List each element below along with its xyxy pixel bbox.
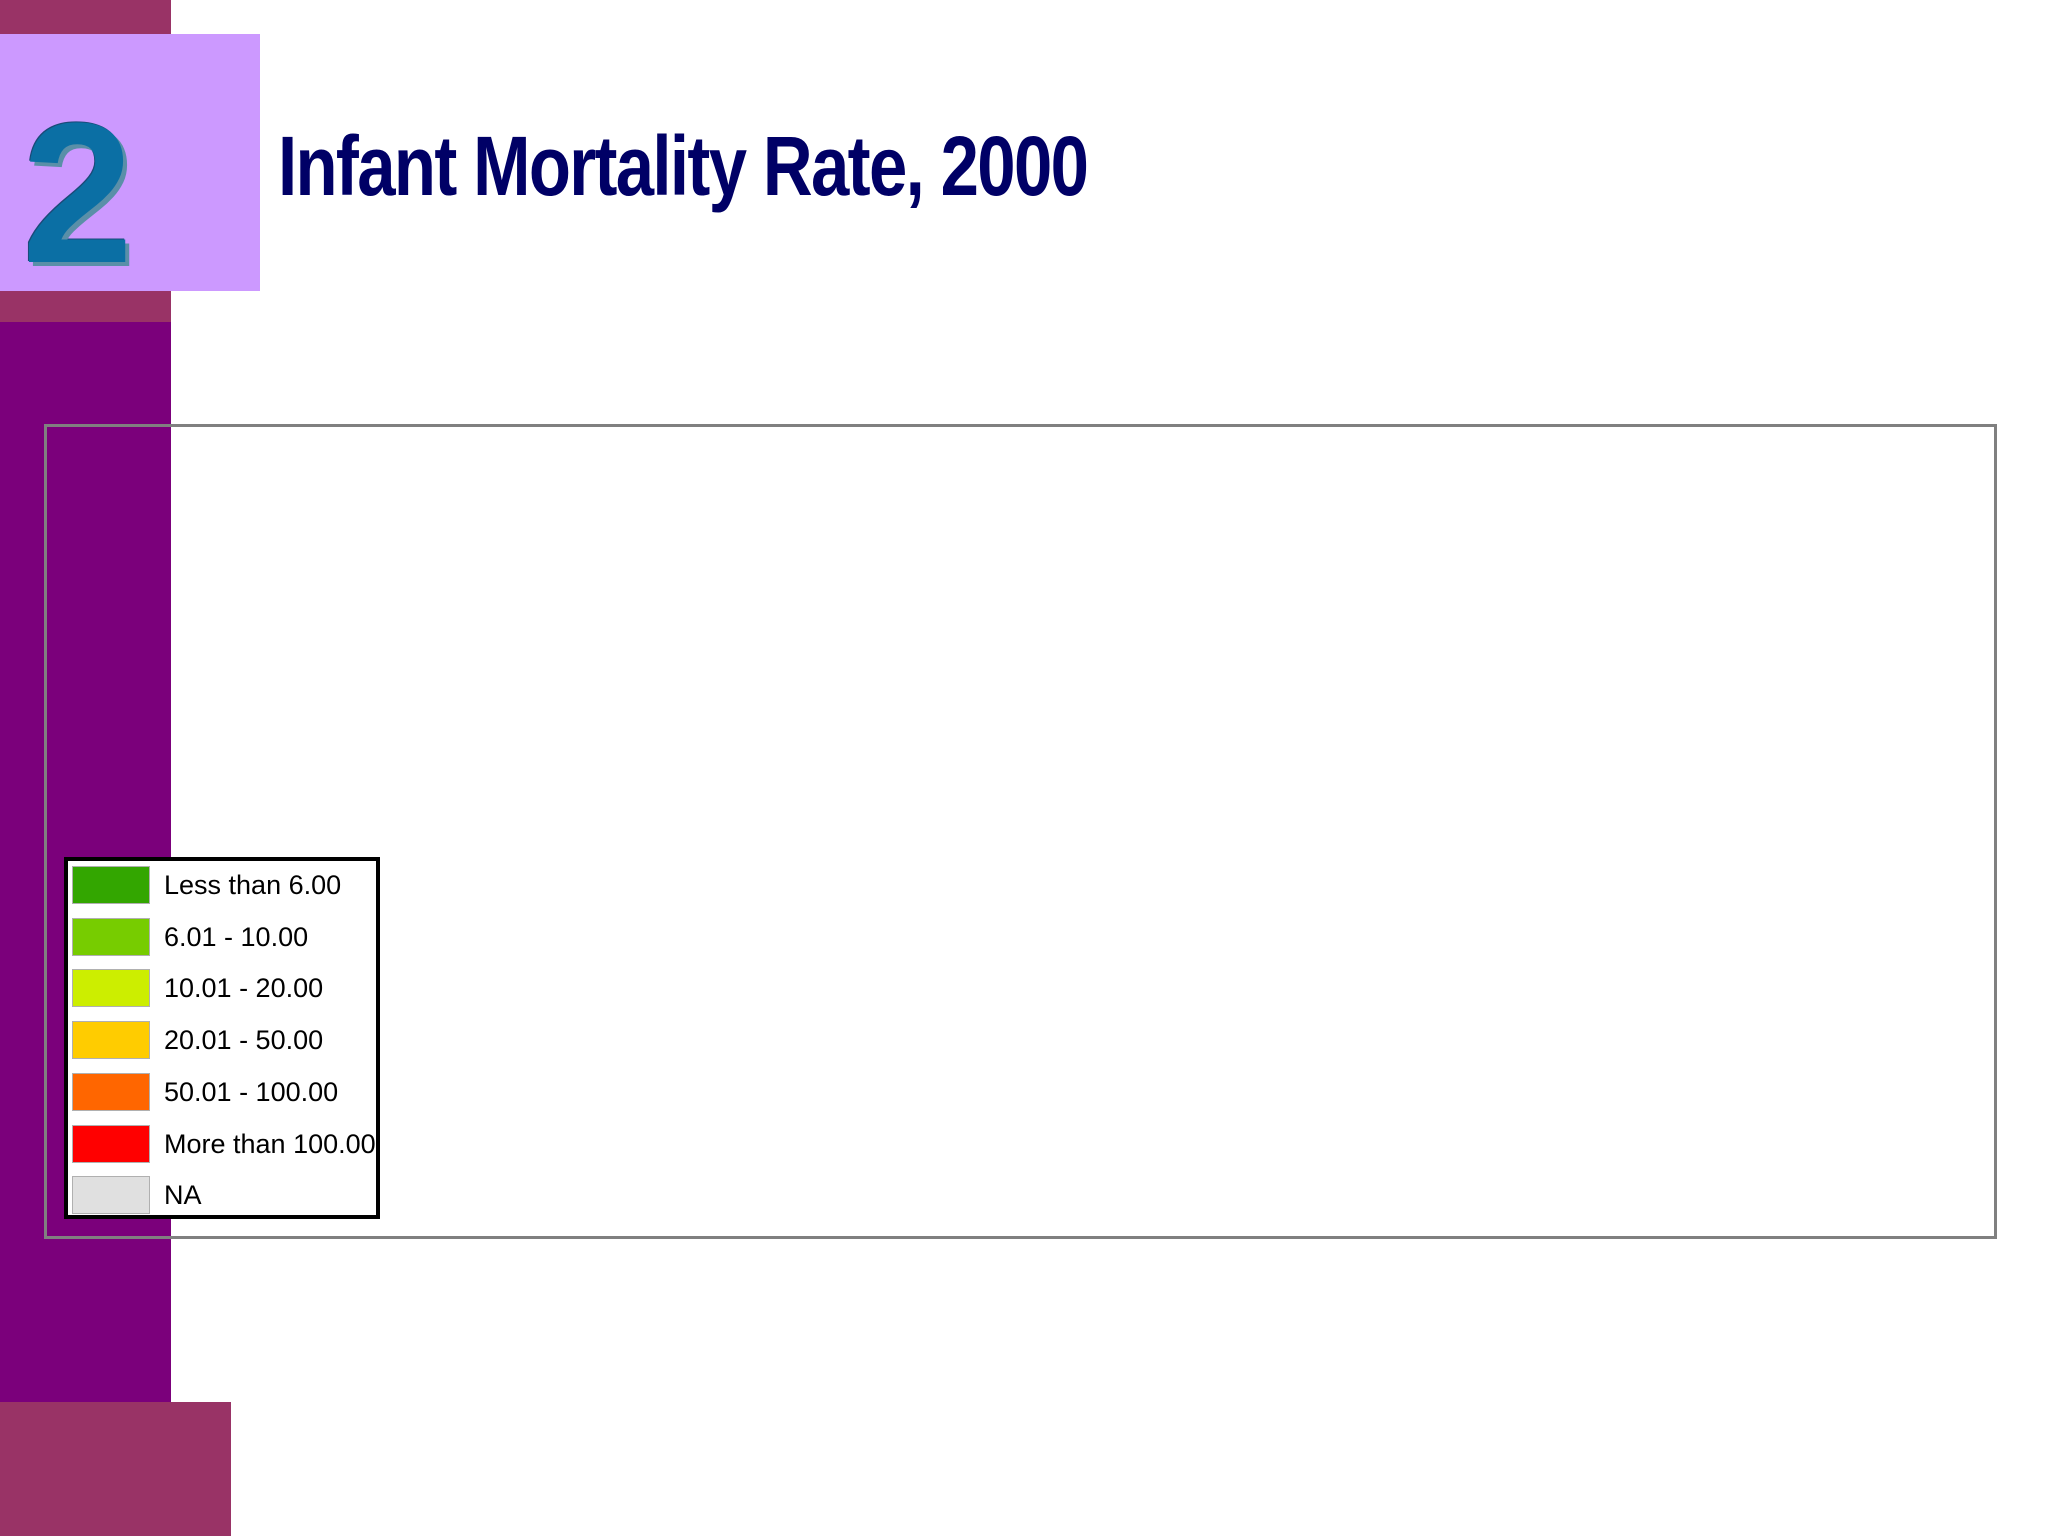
legend-label: NA xyxy=(164,1180,202,1210)
slide-number-box: 2 xyxy=(0,34,260,305)
legend-label: 6.01 - 10.00 xyxy=(164,922,309,952)
legend-swatch xyxy=(72,1073,150,1111)
legend-item: NA xyxy=(72,1175,378,1215)
legend-item: 50.01 - 100.00 xyxy=(72,1072,378,1112)
legend-label: Less than 6.00 xyxy=(164,870,342,900)
legend-label: 20.01 - 50.00 xyxy=(164,1025,324,1055)
legend-item: 10.01 - 20.00 xyxy=(72,968,378,1008)
legend-swatch xyxy=(72,969,150,1007)
legend-label: 10.01 - 20.00 xyxy=(164,973,324,1003)
legend-item: More than 100.00 xyxy=(72,1124,378,1164)
legend-swatch xyxy=(72,1021,150,1059)
page-title: Infant Mortality Rate, 2000 xyxy=(278,119,1089,213)
map-legend: Less than 6.00 6.01 - 10.00 10.01 - 20.0… xyxy=(64,857,380,1219)
legend-label: More than 100.00 xyxy=(164,1129,376,1159)
legend-swatch xyxy=(72,1125,150,1163)
legend-label: 50.01 - 100.00 xyxy=(164,1077,339,1107)
legend-swatch xyxy=(72,1176,150,1214)
slide-number: 2 xyxy=(22,82,133,305)
legend-item: 6.01 - 10.00 xyxy=(72,917,378,957)
sidebar-accent-bottom xyxy=(0,1402,231,1536)
legend-swatch xyxy=(72,866,150,904)
legend-item: 20.01 - 50.00 xyxy=(72,1020,378,1060)
legend-item: Less than 6.00 xyxy=(72,865,378,905)
map-frame xyxy=(44,424,1997,1239)
legend-swatch xyxy=(72,918,150,956)
